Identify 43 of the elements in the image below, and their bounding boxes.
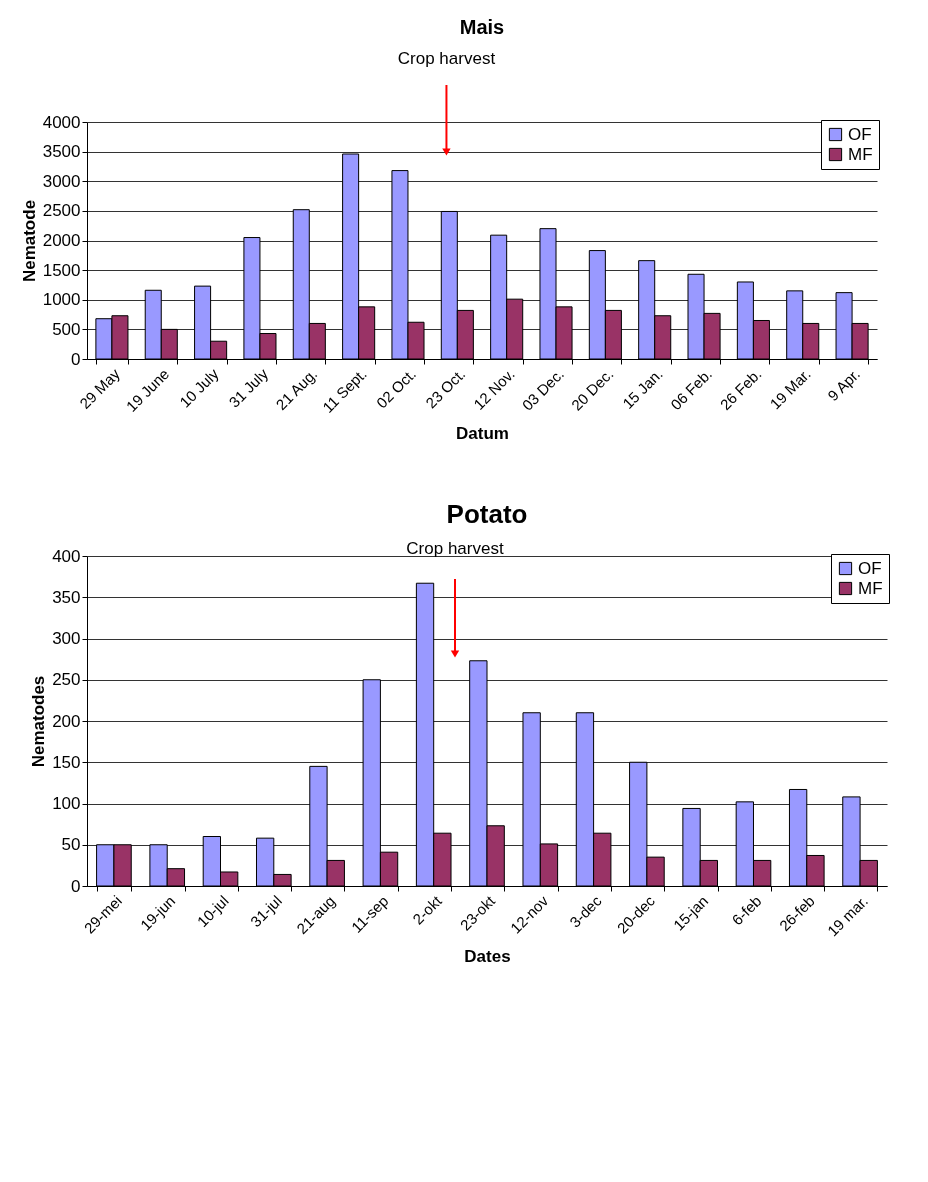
y-tick-label: 3000 bbox=[42, 171, 81, 191]
y-tick-label: 500 bbox=[52, 319, 81, 339]
x-tick-label: 26 Feb. bbox=[716, 365, 765, 414]
y-tick-label: 400 bbox=[52, 546, 81, 566]
x-axis-title: Datum bbox=[456, 423, 509, 443]
y-tick-label: 150 bbox=[52, 752, 81, 772]
y-tick-label: 2500 bbox=[42, 201, 81, 221]
y-tick-label: 350 bbox=[52, 587, 81, 607]
y-axis-title: Nematode bbox=[19, 199, 39, 283]
x-tick-label: 02 Oct. bbox=[372, 365, 420, 412]
x-tick-label: 19 mar. bbox=[823, 892, 872, 940]
y-tick-label: 100 bbox=[52, 794, 81, 813]
chart-title: Mais bbox=[459, 16, 505, 38]
y-tick-label: 2000 bbox=[42, 231, 81, 250]
x-tick-label: 15 Jan. bbox=[618, 365, 666, 412]
chart-title: Potato bbox=[446, 499, 528, 529]
x-tick-label: 31 July bbox=[225, 364, 272, 411]
x-tick-label: 21 Aug. bbox=[272, 365, 321, 414]
x-tick-label: 20 Dec. bbox=[567, 365, 617, 414]
legend-label: MF bbox=[858, 578, 883, 598]
x-tick-label: 06 Feb. bbox=[667, 365, 716, 414]
y-tick-label: 50 bbox=[61, 835, 81, 855]
x-tick-label: 12 Nov. bbox=[469, 365, 518, 413]
x-tick-label: 03 Dec. bbox=[518, 365, 568, 414]
annotation: Crop harvest bbox=[406, 539, 504, 558]
y-tick-label: 1000 bbox=[42, 290, 81, 310]
y-tick-label: 4000 bbox=[42, 112, 81, 132]
y-tick-label: 3500 bbox=[42, 142, 81, 162]
legend-label: OF bbox=[858, 558, 882, 578]
x-tick-label: 23 Oct. bbox=[422, 365, 469, 412]
y-tick-label: 1500 bbox=[42, 260, 81, 280]
x-tick-label: 19 Mar. bbox=[766, 365, 814, 413]
y-axis-title: Nematodes bbox=[29, 675, 49, 768]
y-tick-label: 0 bbox=[71, 876, 81, 896]
legend-label: OF bbox=[848, 124, 872, 144]
y-tick-label: 200 bbox=[52, 711, 81, 731]
x-axis-title: Dates bbox=[464, 947, 511, 967]
legend-label: MF bbox=[848, 144, 873, 164]
y-tick-label: 300 bbox=[52, 629, 81, 648]
text: Crop harvest bbox=[397, 49, 496, 68]
x-tick-label: 10 July bbox=[176, 364, 223, 411]
x-tick-label: 9 Apr. bbox=[824, 365, 864, 405]
y-tick-label: 250 bbox=[52, 670, 81, 690]
